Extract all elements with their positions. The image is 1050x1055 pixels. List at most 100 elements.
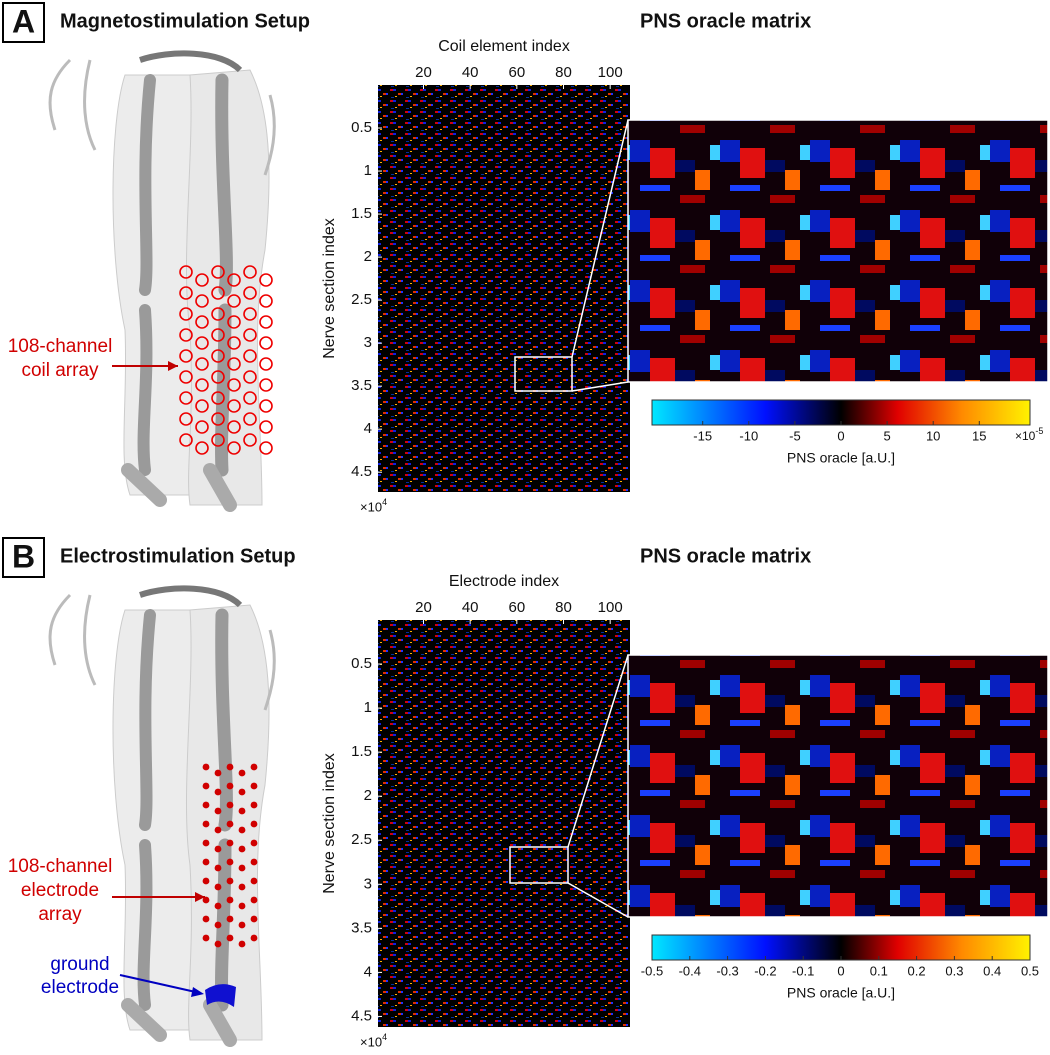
- colorbar-tick-label: -0.2: [754, 963, 776, 978]
- colorbar-tick-label: 5: [883, 428, 890, 443]
- electrode: [250, 839, 258, 847]
- coil-element: [227, 420, 241, 434]
- y-tick-label: 1.5: [351, 205, 372, 222]
- x-tick-label: 40: [462, 599, 479, 616]
- electrode: [226, 934, 234, 942]
- array-label: electrode: [21, 880, 99, 901]
- coil-element: [195, 357, 209, 371]
- coil-element: [259, 378, 273, 392]
- coil-element: [179, 412, 193, 426]
- y-tick-label: 4.5: [351, 1007, 372, 1024]
- coil-element: [243, 391, 257, 405]
- electrode: [202, 801, 210, 809]
- coil-element: [211, 391, 225, 405]
- panel-letter: A: [12, 3, 35, 39]
- x-tick-label: 20: [415, 64, 432, 81]
- colorbar-tick-label: 0: [837, 963, 844, 978]
- x-tick-label: 60: [508, 64, 525, 81]
- y-axis-label: Nerve section index: [321, 753, 338, 894]
- electrode: [202, 896, 210, 904]
- electrode: [214, 921, 222, 929]
- colorbar-tick-label: 0: [837, 428, 844, 443]
- colorbar-tick-label: -10: [739, 428, 758, 443]
- zoom-box: [514, 356, 573, 392]
- electrode: [238, 883, 246, 891]
- electrode: [226, 782, 234, 790]
- zoom-inset: [627, 654, 1049, 918]
- electrode: [238, 902, 246, 910]
- colorbar-tick-label: 15: [972, 428, 986, 443]
- electrode: [250, 858, 258, 866]
- coil-element: [259, 441, 273, 455]
- coil-element: [227, 378, 241, 392]
- x-tick-label: 80: [555, 599, 572, 616]
- coil-element: [211, 412, 225, 426]
- y-tick-label: 0.5: [351, 655, 372, 672]
- coil-element: [179, 328, 193, 342]
- coil-element: [179, 433, 193, 447]
- ground-label: ground: [50, 954, 109, 975]
- colorbar-tick-label: 0.1: [870, 963, 888, 978]
- colorbar-tick-label: -0.4: [679, 963, 701, 978]
- ground-label: electrode: [41, 977, 119, 998]
- y-tick-label: 0.5: [351, 119, 372, 136]
- panel: B Electrostimulation Setup PNS oracle matr…: [2, 537, 1049, 1049]
- array-label: 108-channel: [8, 336, 113, 357]
- electrode: [202, 820, 210, 828]
- y-tick-label: 3.5: [351, 919, 372, 936]
- colorbar-tick-label: -5: [789, 428, 801, 443]
- colorbar-label: PNS oracle [a.U.]: [787, 450, 895, 466]
- colorbar-tick-label: 0.2: [908, 963, 926, 978]
- y-tick-label: 1: [364, 162, 372, 179]
- zoom-line: [571, 119, 629, 358]
- y-tick-label: 1.5: [351, 743, 372, 760]
- arrow-head: [191, 987, 204, 997]
- coil-element: [227, 399, 241, 413]
- coil-element: [227, 336, 241, 350]
- heatmap: [378, 85, 630, 492]
- coil-element: [179, 307, 193, 321]
- y-exponent: 4: [382, 1032, 387, 1042]
- coil-element: [243, 370, 257, 384]
- colorbar-tick-label: 0.3: [945, 963, 963, 978]
- colorbar: [651, 934, 1031, 961]
- electrode: [250, 896, 258, 904]
- array-label: 108-channel: [8, 856, 113, 877]
- colorbar: [651, 399, 1031, 426]
- colorbar-tick-label: 10: [926, 428, 940, 443]
- coil-element: [243, 328, 257, 342]
- electrode: [202, 782, 210, 790]
- electrode: [202, 915, 210, 923]
- coil-element: [227, 357, 241, 371]
- colorbar-tick-label: -0.1: [792, 963, 814, 978]
- colorbar-multiplier: ×10-5: [1015, 426, 1043, 443]
- coil-element: [195, 441, 209, 455]
- panel-letter: B: [12, 538, 35, 574]
- y-tick-label: 2.5: [351, 291, 372, 308]
- y-tick-label: 4: [364, 420, 372, 437]
- colorbar-label: PNS oracle [a.U.]: [787, 985, 895, 1001]
- electrode: [226, 801, 234, 809]
- x-tick-label: 100: [598, 64, 623, 81]
- coil-element: [195, 399, 209, 413]
- electrode: [202, 877, 210, 885]
- electrode: [202, 839, 210, 847]
- x-tick-label: 40: [462, 64, 479, 81]
- y-multiplier: ×104: [360, 1032, 387, 1049]
- electrode: [226, 839, 234, 847]
- array-label: coil array: [21, 360, 99, 381]
- zoom-inset: [627, 119, 1049, 383]
- coil-element: [211, 307, 225, 321]
- electrode: [238, 940, 246, 948]
- coil-element: [243, 412, 257, 426]
- arrow: [119, 974, 201, 994]
- x-axis-label: Coil element index: [438, 38, 570, 55]
- electrode: [226, 763, 234, 771]
- coil-element: [195, 294, 209, 308]
- x-tick-label: 20: [415, 599, 432, 616]
- arrow-head: [195, 892, 205, 902]
- coil-element: [179, 265, 193, 279]
- electrode: [238, 845, 246, 853]
- coil-element: [243, 349, 257, 363]
